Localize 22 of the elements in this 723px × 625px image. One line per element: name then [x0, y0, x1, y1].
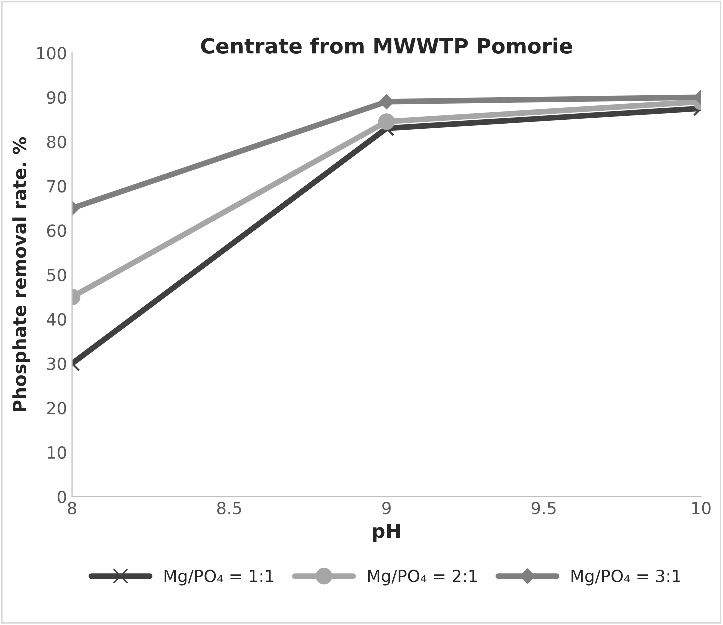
- x-tick-label: 8.5: [217, 502, 242, 515]
- y-tick-label: 60: [47, 224, 66, 238]
- y-tick-label: 70: [48, 180, 66, 193]
- y-tick-label: 80: [47, 136, 66, 148]
- y-tick-label: 100: [37, 47, 66, 60]
- legend-label: Mg/PO₄ = 1:1: [164, 570, 274, 586]
- legend-label: Mg/PO₄ = 2:1: [368, 570, 478, 586]
- x-tick-label: 8: [68, 502, 76, 515]
- x-tick-label: 10: [692, 502, 711, 515]
- chart-title: Centrate from MWWTP Pomorie: [201, 38, 572, 54]
- y-tick-label: 40: [47, 313, 66, 326]
- y-tick-label: 50: [48, 268, 66, 282]
- y-tick-label: 90: [47, 91, 66, 104]
- x-tick-label: 9.5: [532, 502, 556, 515]
- y-tick-label: 20: [47, 402, 66, 415]
- y-axis-title: Phosphate removal rate. %: [12, 137, 30, 412]
- y-tick-label: 30: [48, 358, 66, 370]
- legend-label: Mg/PO₄ = 3:1: [572, 570, 680, 586]
- x-tick-label: 9: [382, 502, 391, 515]
- x-axis-title: pH: [373, 524, 400, 542]
- y-tick-label: 10: [48, 446, 66, 460]
- y-tick-label: 0: [58, 490, 66, 504]
